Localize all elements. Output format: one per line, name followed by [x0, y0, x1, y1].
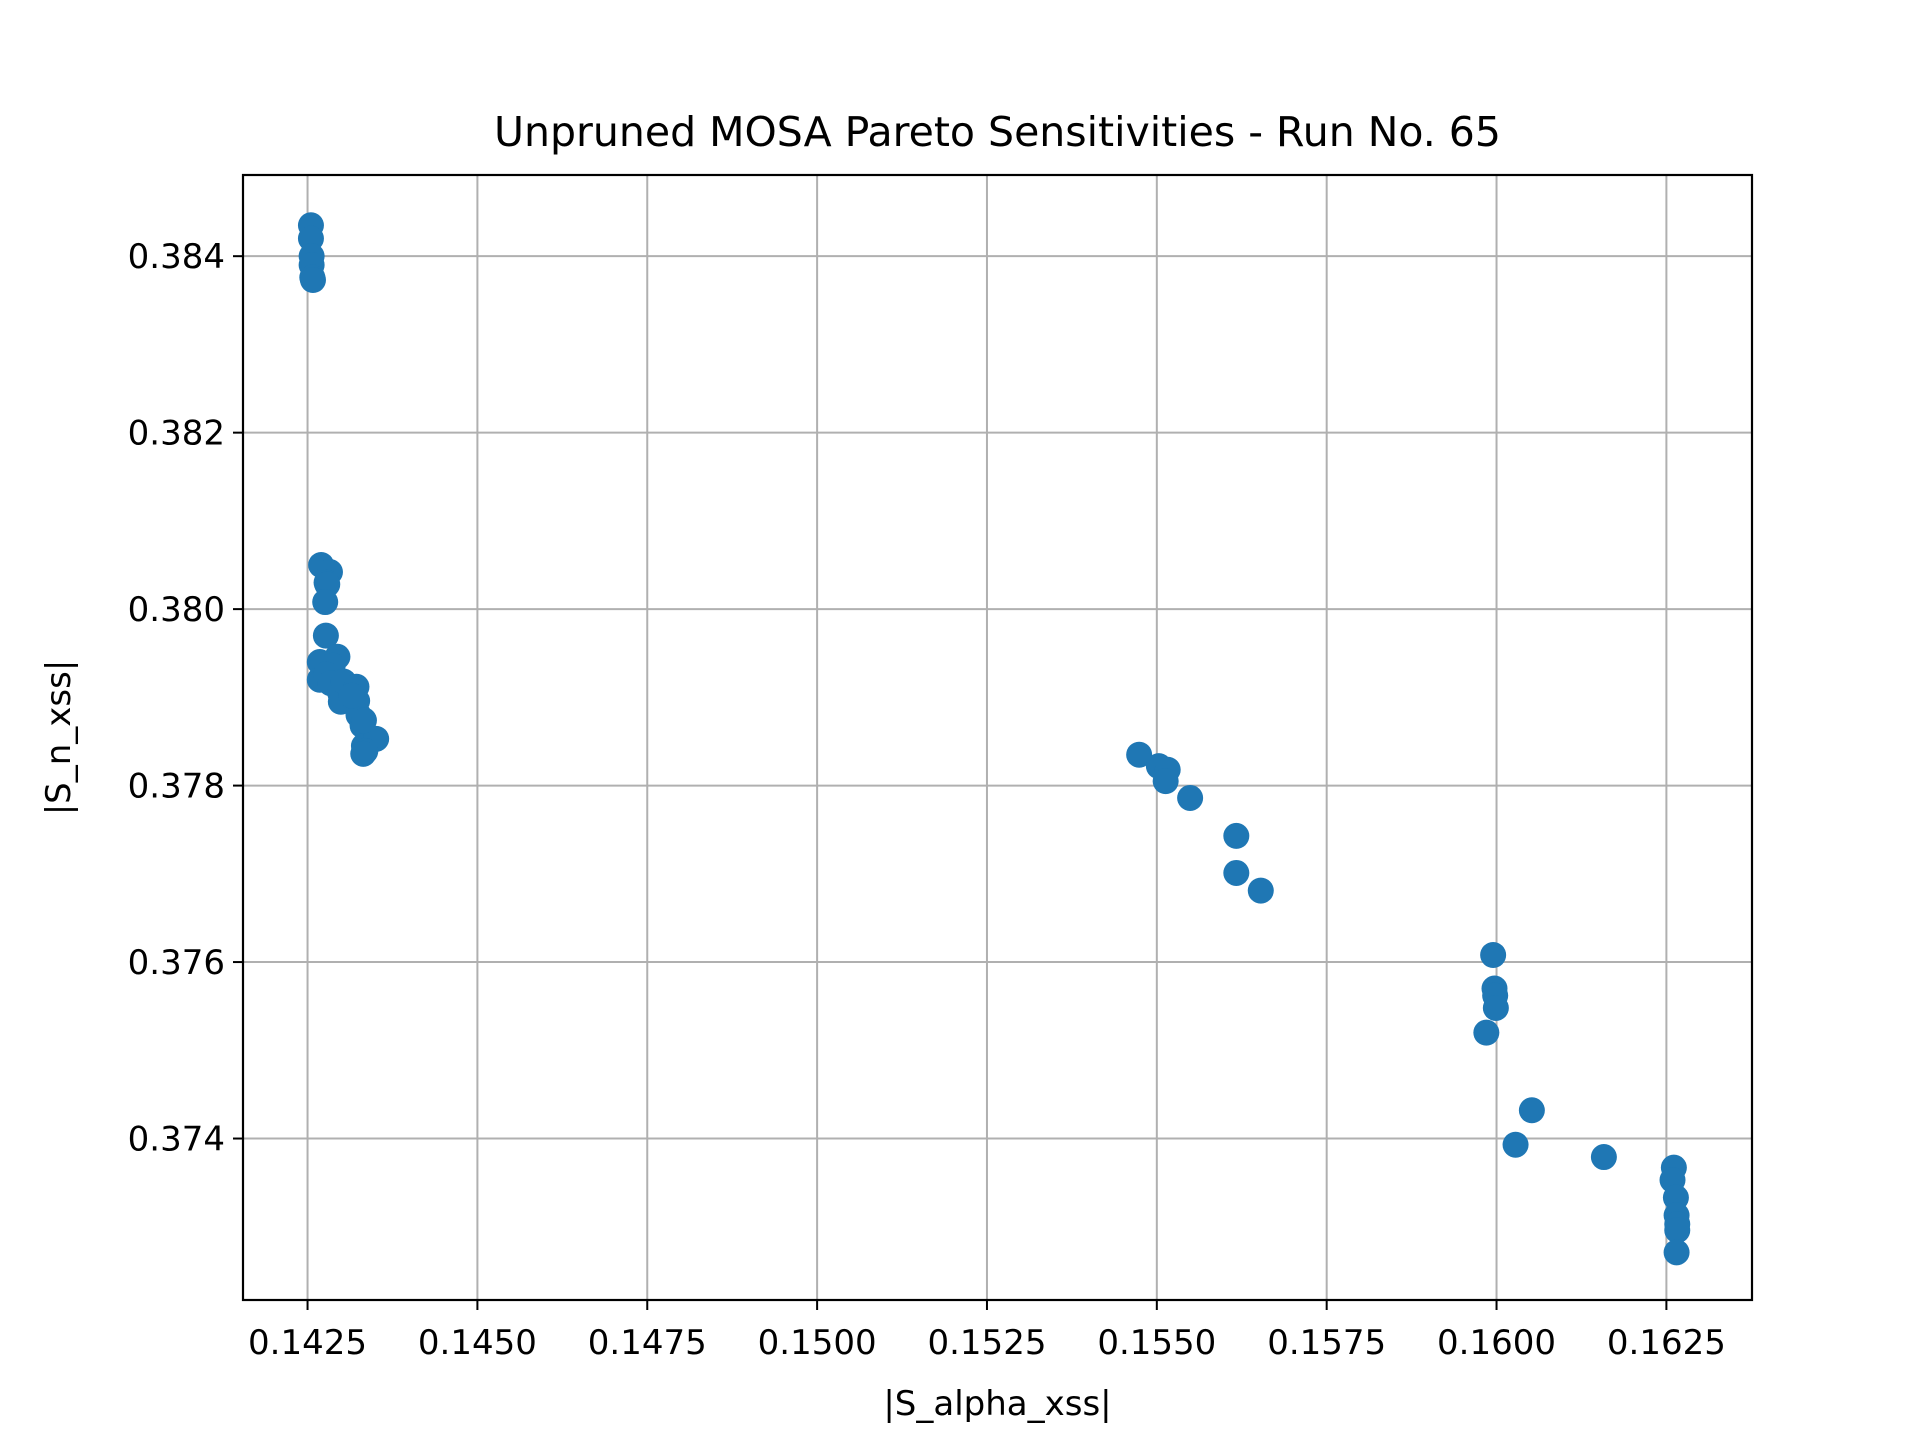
data-point	[1152, 768, 1179, 795]
data-point	[1473, 1019, 1500, 1046]
y-tick-label: 0.380	[128, 590, 225, 630]
chart-title: Unpruned MOSA Pareto Sensitivities - Run…	[494, 108, 1501, 156]
data-point	[1590, 1144, 1617, 1171]
x-axis-ticks: 0.1425 0.1450 0.1475 0.1500 0.1525 0.1550 0.15…	[248, 1300, 1726, 1363]
data-point	[1664, 1217, 1691, 1244]
y-axis-label: |S_n_xss|	[39, 660, 79, 816]
y-tick-label: 0.376	[128, 943, 225, 983]
data-point	[1518, 1097, 1545, 1124]
data-points	[297, 212, 1691, 1266]
y-axis-ticks: 0.374 0.376 0.378 0.380 0.382 0.384	[128, 237, 243, 1160]
data-point	[1482, 994, 1509, 1021]
data-point	[338, 682, 365, 709]
data-point	[1663, 1239, 1690, 1266]
x-tick-label: 0.1450	[418, 1323, 537, 1363]
x-axis-label: |S_alpha_xss|	[883, 1384, 1111, 1424]
x-tick-label: 0.1425	[248, 1323, 367, 1363]
data-point	[1223, 859, 1250, 886]
data-point	[1126, 741, 1153, 768]
data-point	[1480, 942, 1507, 968]
data-point	[1223, 822, 1250, 849]
data-point	[312, 589, 339, 616]
x-tick-label: 0.1600	[1437, 1323, 1556, 1363]
data-point	[350, 740, 377, 767]
x-tick-label: 0.1625	[1607, 1323, 1726, 1363]
data-point	[350, 707, 377, 734]
x-tick-label: 0.1475	[588, 1323, 707, 1363]
x-tick-label: 0.1525	[927, 1323, 1046, 1363]
x-tick-label: 0.1500	[758, 1323, 877, 1363]
x-tick-label: 0.1575	[1267, 1323, 1386, 1363]
data-point	[299, 267, 326, 293]
y-tick-label: 0.378	[128, 767, 225, 807]
y-tick-label: 0.374	[128, 1120, 225, 1160]
data-point	[1502, 1131, 1529, 1158]
data-point	[312, 622, 339, 649]
x-tick-label: 0.1550	[1097, 1323, 1216, 1363]
plot-area-frame	[241, 173, 1754, 1302]
data-point	[1247, 877, 1274, 904]
grid-lines	[243, 175, 1752, 1300]
y-tick-label: 0.384	[128, 237, 225, 277]
y-tick-label: 0.382	[128, 414, 225, 454]
data-point	[1177, 784, 1204, 811]
